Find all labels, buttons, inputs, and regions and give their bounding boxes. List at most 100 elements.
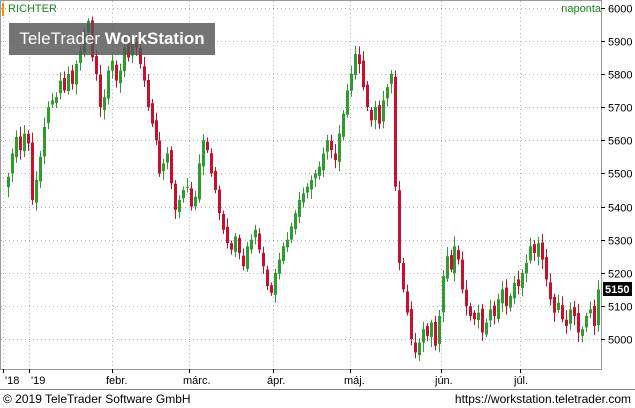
candle-body bbox=[7, 176, 10, 188]
candle-body bbox=[103, 97, 106, 110]
candle-body bbox=[342, 113, 345, 137]
candle-body bbox=[35, 180, 38, 203]
candle-body bbox=[386, 87, 389, 99]
candle-body bbox=[402, 262, 405, 290]
candle-body bbox=[434, 322, 437, 346]
candle-body bbox=[326, 140, 329, 152]
candle-body bbox=[549, 282, 552, 300]
candle-body bbox=[147, 79, 150, 108]
candle-body bbox=[450, 255, 453, 270]
candle-body bbox=[545, 257, 548, 280]
candle-body bbox=[190, 188, 193, 207]
candle-body bbox=[67, 73, 70, 91]
candle-body bbox=[99, 74, 102, 108]
candle-body bbox=[346, 90, 349, 115]
candle-body bbox=[529, 246, 532, 261]
candle-body bbox=[178, 199, 181, 213]
candle-body bbox=[123, 47, 126, 72]
candle-body bbox=[43, 126, 46, 157]
candle-body bbox=[398, 190, 401, 263]
candle-body bbox=[158, 140, 161, 174]
candle-body bbox=[290, 226, 293, 240]
candle-body bbox=[473, 312, 476, 320]
candle-body bbox=[230, 243, 233, 250]
candle-body bbox=[47, 107, 50, 124]
candle-body bbox=[330, 140, 333, 151]
candle-body bbox=[270, 285, 273, 293]
candle-body bbox=[282, 246, 285, 261]
watermark-logo: TeleTrader WorkStation bbox=[9, 23, 215, 55]
candle-body bbox=[302, 193, 305, 203]
candle-body bbox=[166, 153, 169, 163]
y-tick-label: 5300 bbox=[608, 236, 632, 248]
candle-body bbox=[95, 56, 98, 74]
candle-body bbox=[139, 48, 142, 64]
candle-body bbox=[422, 329, 425, 343]
candle-body bbox=[174, 183, 177, 210]
candle-body bbox=[59, 80, 62, 94]
candle-body bbox=[310, 180, 313, 190]
candle-body bbox=[513, 282, 516, 299]
candle-body bbox=[226, 226, 229, 244]
candle-body bbox=[23, 133, 26, 152]
plot-frame bbox=[0, 0, 602, 370]
candle-body bbox=[318, 166, 321, 176]
x-tick-label: jún. bbox=[434, 375, 453, 387]
candle-body bbox=[537, 243, 540, 257]
last-price-badge: 5150 bbox=[603, 282, 632, 296]
y-tick-label: 5800 bbox=[608, 70, 632, 82]
candle-body bbox=[111, 60, 114, 71]
candle-body bbox=[55, 97, 58, 104]
candle-body bbox=[202, 140, 205, 167]
candle-body bbox=[238, 237, 241, 253]
candle-body bbox=[465, 289, 468, 307]
candle-body bbox=[334, 153, 337, 161]
candle-body bbox=[533, 244, 536, 253]
candle-body bbox=[362, 60, 365, 88]
candle-body bbox=[210, 153, 213, 174]
candle-body bbox=[71, 70, 74, 84]
x-tick-label: ápr. bbox=[267, 375, 285, 387]
candle-body bbox=[493, 305, 496, 316]
candle-body bbox=[501, 289, 504, 304]
candle-body bbox=[246, 246, 249, 269]
candle-body bbox=[370, 109, 373, 121]
candle-body bbox=[354, 54, 357, 76]
candle-body bbox=[366, 84, 369, 108]
candle-body bbox=[350, 73, 353, 91]
candle-body bbox=[553, 296, 556, 313]
candle-body bbox=[589, 309, 592, 314]
candle-body bbox=[438, 315, 441, 345]
candle-body bbox=[557, 302, 560, 311]
candle-body bbox=[597, 289, 600, 326]
chart-footer: © 2019 TeleTrader Software GmbH https://… bbox=[0, 389, 635, 408]
candle-body bbox=[509, 296, 512, 308]
candle-body bbox=[194, 196, 197, 207]
interval-label[interactable]: naponta bbox=[561, 3, 601, 15]
website-link[interactable]: https://workstation.teletrader.com bbox=[454, 392, 631, 406]
candle-body bbox=[51, 100, 54, 105]
candle-body bbox=[382, 100, 385, 122]
watermark-brand-bold: WorkStation bbox=[104, 29, 205, 48]
candle-body bbox=[198, 163, 201, 200]
y-tick-label: 5400 bbox=[608, 203, 632, 215]
y-tick-label: 5200 bbox=[608, 269, 632, 281]
candle-body bbox=[119, 70, 122, 84]
y-tick-label: 5900 bbox=[608, 37, 632, 49]
candle-body bbox=[581, 329, 584, 336]
candle-body bbox=[481, 308, 484, 333]
candle-body bbox=[306, 186, 309, 193]
candle-body bbox=[314, 173, 317, 179]
candle-body bbox=[75, 63, 78, 85]
candle-body bbox=[15, 136, 18, 158]
candle-body bbox=[585, 315, 588, 328]
candlestick-series bbox=[7, 16, 600, 362]
candle-body bbox=[266, 269, 269, 287]
candle-body bbox=[394, 76, 397, 187]
candle-body bbox=[374, 107, 377, 121]
y-tick-label: 5500 bbox=[608, 169, 632, 181]
candle-body bbox=[390, 73, 393, 84]
candle-body bbox=[278, 259, 281, 274]
candle-body bbox=[461, 259, 464, 290]
candle-body bbox=[406, 291, 409, 313]
